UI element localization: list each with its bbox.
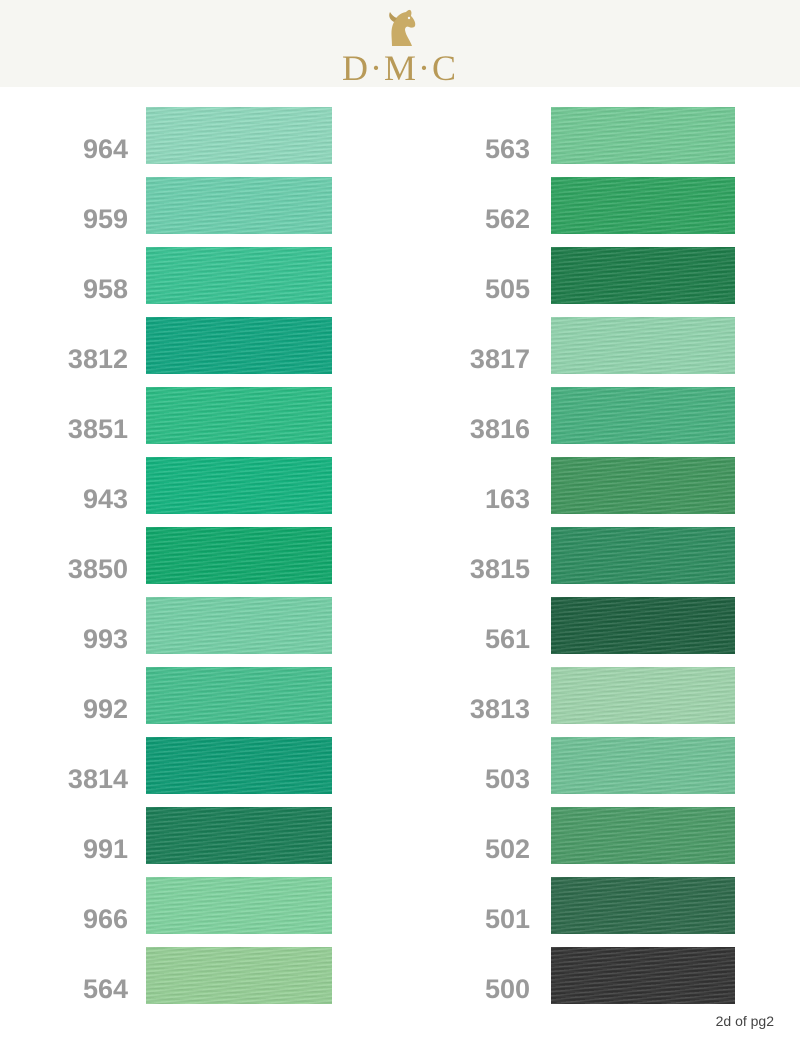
color-code: 501 <box>484 904 530 934</box>
horse-head-icon <box>389 9 416 47</box>
color-row: 3817 <box>465 317 745 387</box>
thread-swatch <box>146 247 332 304</box>
color-code: 3850 <box>67 554 128 584</box>
thread-swatch <box>551 737 735 794</box>
color-code: 3815 <box>469 554 530 584</box>
thread-swatch <box>146 177 332 234</box>
thread-swatch <box>551 807 735 864</box>
color-code: 3814 <box>67 764 128 794</box>
brand-logo: D·M·C <box>342 48 458 88</box>
page-footnote: 2d of pg2 <box>715 1013 774 1029</box>
color-code: 502 <box>484 834 530 864</box>
color-row: 959 <box>60 177 340 247</box>
thread-swatch <box>551 387 735 444</box>
thread-swatch <box>551 947 735 1004</box>
color-code: 505 <box>484 274 530 304</box>
thread-swatch <box>146 107 332 164</box>
color-row: 3815 <box>465 527 745 597</box>
color-row: 3812 <box>60 317 340 387</box>
color-code: 564 <box>82 974 128 1004</box>
color-code: 561 <box>484 624 530 654</box>
thread-swatch <box>146 877 332 934</box>
thread-swatch <box>551 107 735 164</box>
thread-swatch <box>551 247 735 304</box>
color-code: 3812 <box>67 344 128 374</box>
thread-swatch <box>146 597 332 654</box>
thread-swatch <box>551 667 735 724</box>
color-row: 501 <box>465 877 745 947</box>
color-row: 564 <box>60 947 340 1017</box>
color-code: 3816 <box>469 414 530 444</box>
thread-swatch <box>146 317 332 374</box>
header: D·M·C <box>0 0 800 88</box>
color-row: 3816 <box>465 387 745 457</box>
color-row: 503 <box>465 737 745 807</box>
color-code: 992 <box>82 694 128 724</box>
thread-swatch <box>146 527 332 584</box>
color-code: 3813 <box>469 694 530 724</box>
color-row: 966 <box>60 877 340 947</box>
color-row: 991 <box>60 807 340 877</box>
thread-swatch <box>551 877 735 934</box>
color-code: 3817 <box>469 344 530 374</box>
color-code: 503 <box>484 764 530 794</box>
thread-swatch <box>146 947 332 1004</box>
color-code: 943 <box>82 484 128 514</box>
color-code: 959 <box>82 204 128 234</box>
thread-swatch <box>146 737 332 794</box>
thread-swatch <box>146 807 332 864</box>
thread-swatch <box>146 457 332 514</box>
color-row: 3851 <box>60 387 340 457</box>
color-row: 3814 <box>60 737 340 807</box>
color-row: 964 <box>60 107 340 177</box>
color-code: 964 <box>82 134 128 164</box>
thread-swatch <box>146 667 332 724</box>
color-row: 505 <box>465 247 745 317</box>
color-code: 562 <box>484 204 530 234</box>
color-code: 163 <box>484 484 530 514</box>
color-row: 3813 <box>465 667 745 737</box>
color-code: 3851 <box>67 414 128 444</box>
color-code: 500 <box>484 974 530 1004</box>
color-row: 563 <box>465 107 745 177</box>
thread-swatch <box>146 387 332 444</box>
color-code: 958 <box>82 274 128 304</box>
color-row: 993 <box>60 597 340 667</box>
thread-swatch <box>551 527 735 584</box>
thread-swatch <box>551 317 735 374</box>
color-row: 3850 <box>60 527 340 597</box>
right-column: 563 562 505 3817 3816 163 3815 561 3813 503 502 501… <box>465 107 745 1017</box>
color-row: 958 <box>60 247 340 317</box>
color-row: 992 <box>60 667 340 737</box>
color-code: 966 <box>82 904 128 934</box>
thread-swatch <box>551 597 735 654</box>
color-code: 993 <box>82 624 128 654</box>
color-row: 562 <box>465 177 745 247</box>
color-row: 561 <box>465 597 745 667</box>
left-column: 964 959 958 3812 3851 943 3850 993 992 3814 991 966… <box>60 107 340 1017</box>
thread-swatch <box>551 457 735 514</box>
color-row: 163 <box>465 457 745 527</box>
color-row: 500 <box>465 947 745 1017</box>
color-row: 502 <box>465 807 745 877</box>
color-code: 563 <box>484 134 530 164</box>
color-row: 943 <box>60 457 340 527</box>
color-code: 991 <box>82 834 128 864</box>
thread-swatch <box>551 177 735 234</box>
